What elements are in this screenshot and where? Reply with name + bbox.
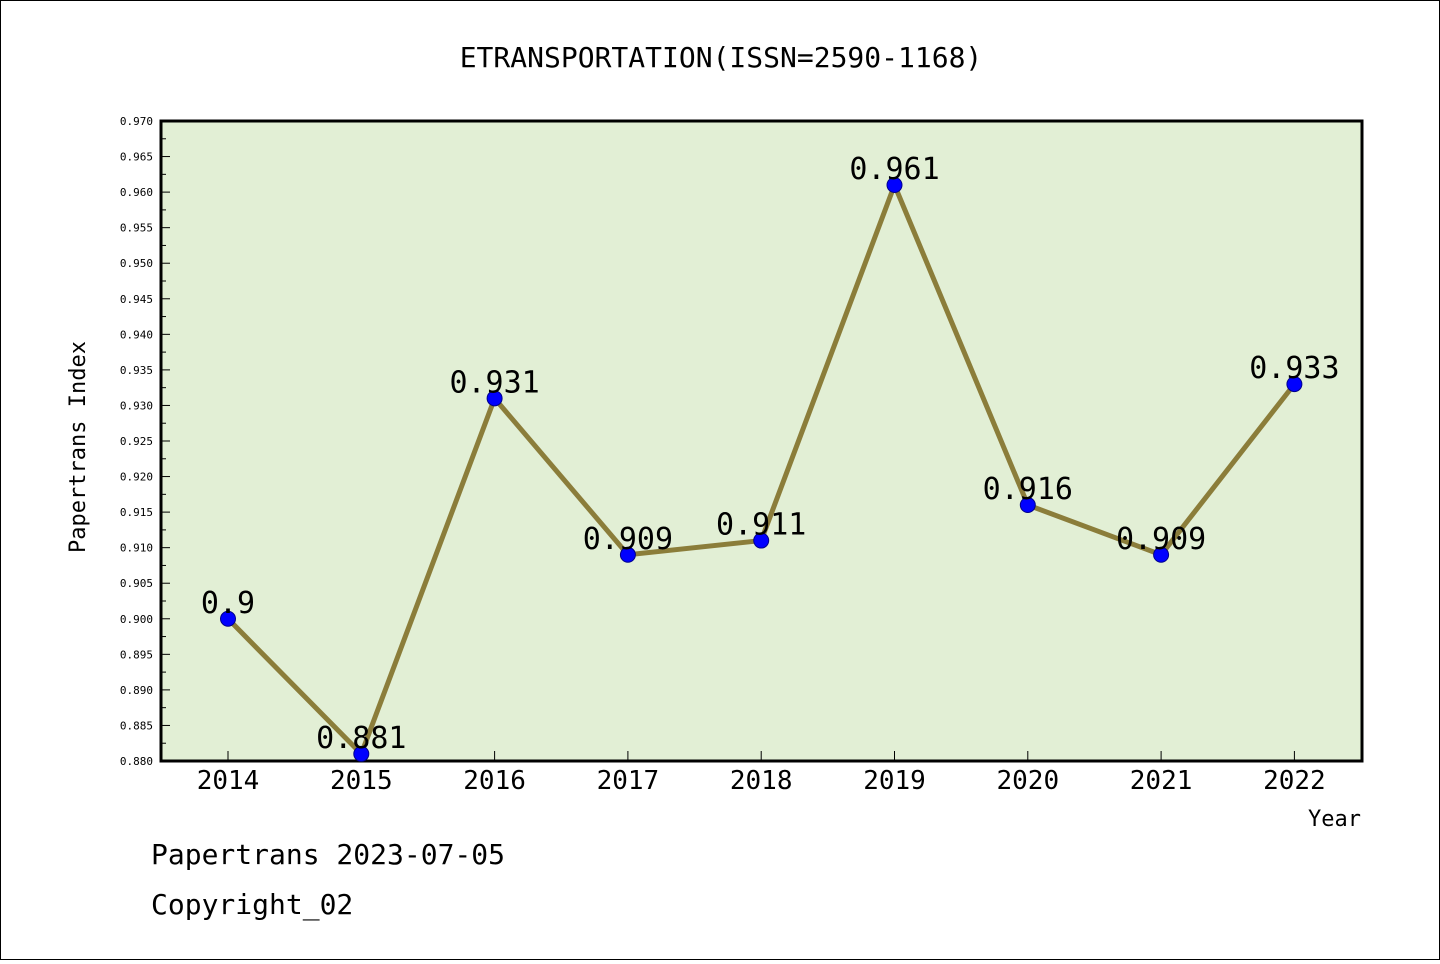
x-tick-label: 2022 <box>1263 766 1326 796</box>
y-axis-title: Papertrans Index <box>66 341 91 553</box>
y-tick-label: 0.960 <box>120 186 153 199</box>
data-point <box>1286 376 1303 393</box>
data-label: 0.881 <box>316 721 406 756</box>
x-axis: 2014 2015 2016 2017 2018 2019 2020 2021 2022 <box>197 751 1326 796</box>
y-tick-label: 0.965 <box>120 151 153 164</box>
y-tick-label: 0.900 <box>120 613 153 626</box>
x-tick-label: 2019 <box>863 766 926 796</box>
data-point <box>486 390 503 407</box>
data-label: 0.909 <box>1116 522 1206 557</box>
x-tick-label: 2020 <box>996 766 1059 796</box>
y-tick-label: 0.895 <box>120 648 153 661</box>
data-point <box>886 177 903 193</box>
y-tick-label: 0.910 <box>120 542 153 555</box>
y-tick-label: 0.885 <box>120 719 153 732</box>
x-axis-title: Year <box>1308 807 1361 832</box>
data-label: 0.961 <box>849 152 939 187</box>
x-tick-label: 2021 <box>1130 766 1193 796</box>
points-group <box>220 177 1303 762</box>
data-point <box>353 745 370 762</box>
data-label: 0.9 <box>201 586 255 621</box>
y-tick-label: 0.950 <box>120 257 153 270</box>
footer-copyright: Copyright_02 <box>151 888 353 922</box>
y-tick-label: 0.930 <box>120 399 153 412</box>
x-tick-label: 2018 <box>730 766 793 796</box>
data-point <box>1153 546 1170 563</box>
data-labels-group: 0.9 0.881 0.931 0.909 0.911 0.961 0.916 0.909 0.… <box>201 152 1340 756</box>
data-label: 0.916 <box>983 472 1073 507</box>
y-tick-label: 0.955 <box>120 222 153 235</box>
data-point <box>753 532 770 549</box>
x-tick-label: 2014 <box>197 766 260 796</box>
y-tick-label: 0.890 <box>120 684 153 697</box>
y-tick-label: 0.880 <box>120 755 153 768</box>
data-label: 0.909 <box>583 522 673 557</box>
y-tick-label: 0.915 <box>120 506 153 519</box>
y-tick-label: 0.945 <box>120 293 153 306</box>
y-tick-label: 0.925 <box>120 435 153 448</box>
data-label: 0.931 <box>449 365 539 400</box>
data-point <box>220 610 236 627</box>
x-tick-label: 2015 <box>330 766 393 796</box>
data-point <box>619 546 636 563</box>
x-tick-label: 2017 <box>597 766 660 796</box>
plot-area <box>159 119 1364 763</box>
data-label: 0.911 <box>716 508 806 543</box>
y-tick-label: 0.940 <box>120 328 153 341</box>
y-tick-label: 0.905 <box>120 577 153 590</box>
y-tick-label: 0.935 <box>120 364 153 377</box>
y-axis: 0.880 0.885 0.890 0.895 0.900 0.905 0.910 0.915… <box>120 115 170 768</box>
chart-title: ETRANSPORTATION(ISSN=2590-1168) <box>460 41 983 74</box>
data-point <box>1019 497 1036 513</box>
footer-date: Papertrans 2023-07-05 <box>151 838 505 871</box>
y-tick-label: 0.920 <box>120 471 153 484</box>
data-label: 0.933 <box>1249 351 1339 386</box>
y-tick-label: 0.970 <box>120 115 153 128</box>
x-tick-label: 2016 <box>463 766 526 796</box>
